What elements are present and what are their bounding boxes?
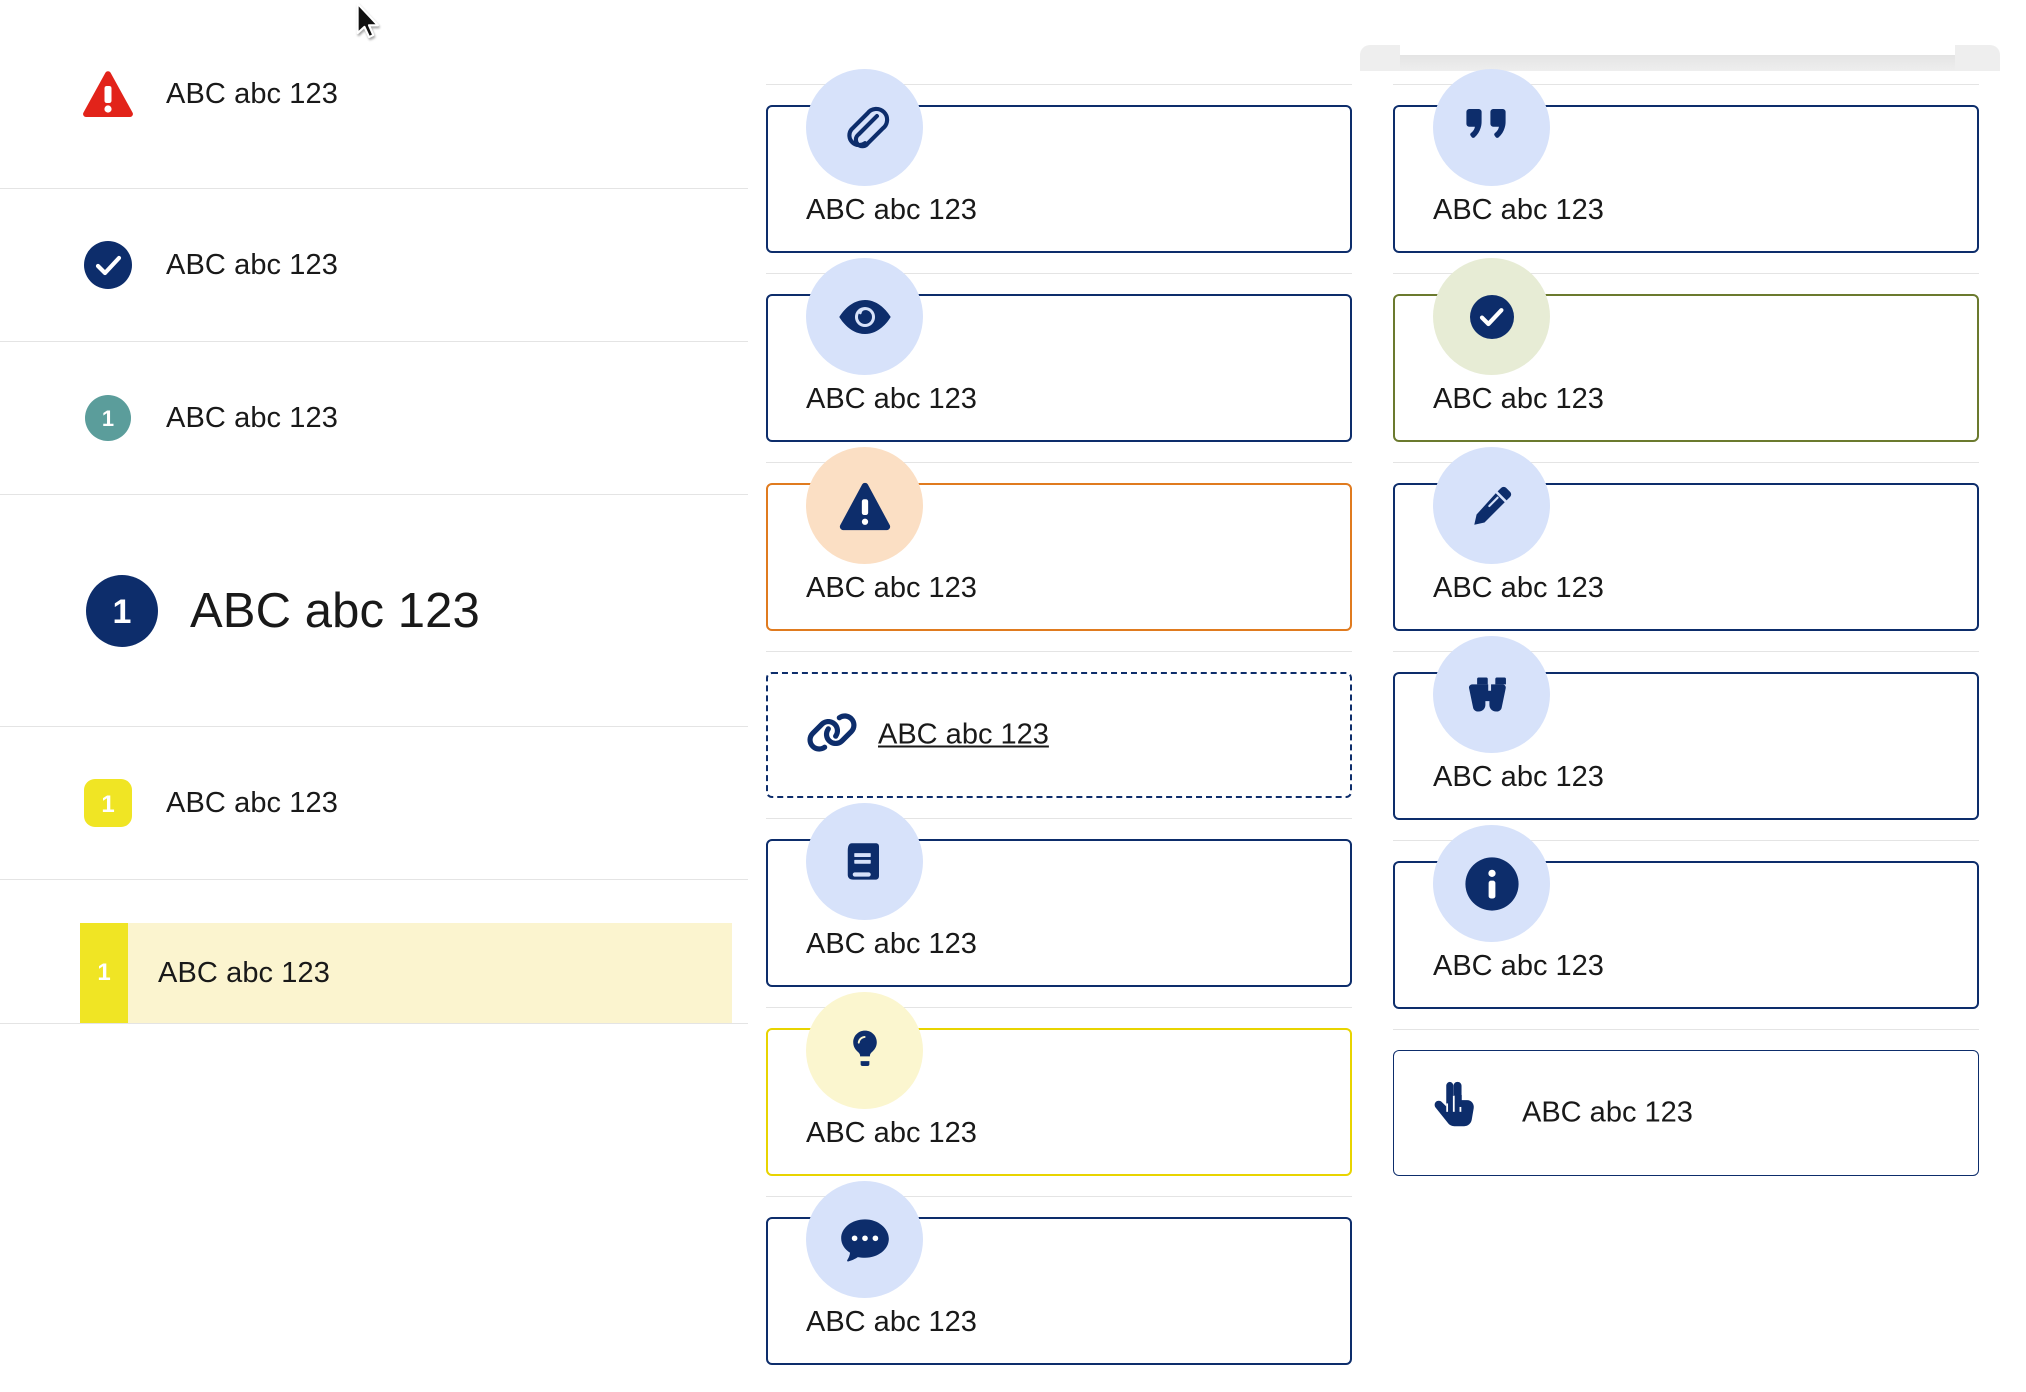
svg-text:1: 1 xyxy=(101,791,114,818)
svg-text:1: 1 xyxy=(113,593,132,631)
svg-text:1: 1 xyxy=(102,406,114,431)
